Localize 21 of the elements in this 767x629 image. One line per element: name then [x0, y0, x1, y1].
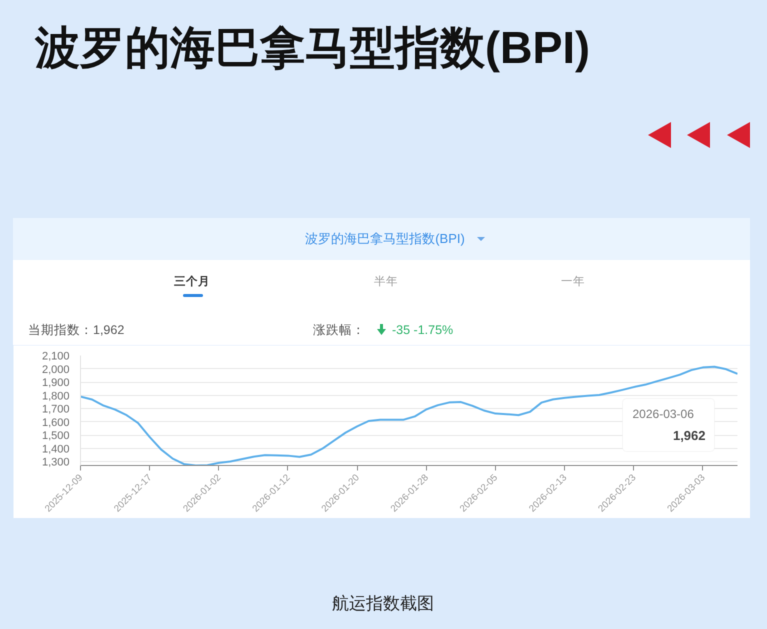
y-tick-label: 1,700 [42, 404, 70, 416]
text: 一年 [560, 274, 586, 290]
y-tick-label: 1,600 [42, 416, 70, 429]
y-tick-label: 1,800 [42, 390, 70, 402]
y-tick-label: 1,500 [42, 430, 70, 442]
text: 航运指数截图 [331, 593, 435, 615]
y-tick-label: 1,900 [42, 377, 70, 390]
y-tick-label: 2,100 [42, 350, 70, 362]
y-tick-label: 1,400 [42, 443, 70, 456]
annotation: 1,962 [672, 428, 706, 443]
annotation: 2026-03-06 [632, 407, 694, 421]
chart-subtitle: 波罗的海巴拿马型指数(BPI) [304, 230, 466, 248]
line-series [80, 366, 738, 466]
text: 三个月 [173, 274, 211, 290]
y-tick-label: 1,300 [42, 456, 70, 469]
text: -35 -1.75% [392, 322, 454, 339]
chart-title: 波罗的海巴拿马型指数(BPI) [35, 22, 590, 73]
text: 当期指数：1,962 [28, 322, 124, 339]
text: 涨跌幅： [313, 322, 365, 339]
text: 半年 [373, 274, 399, 290]
y-tick-label: 2,000 [42, 364, 70, 376]
